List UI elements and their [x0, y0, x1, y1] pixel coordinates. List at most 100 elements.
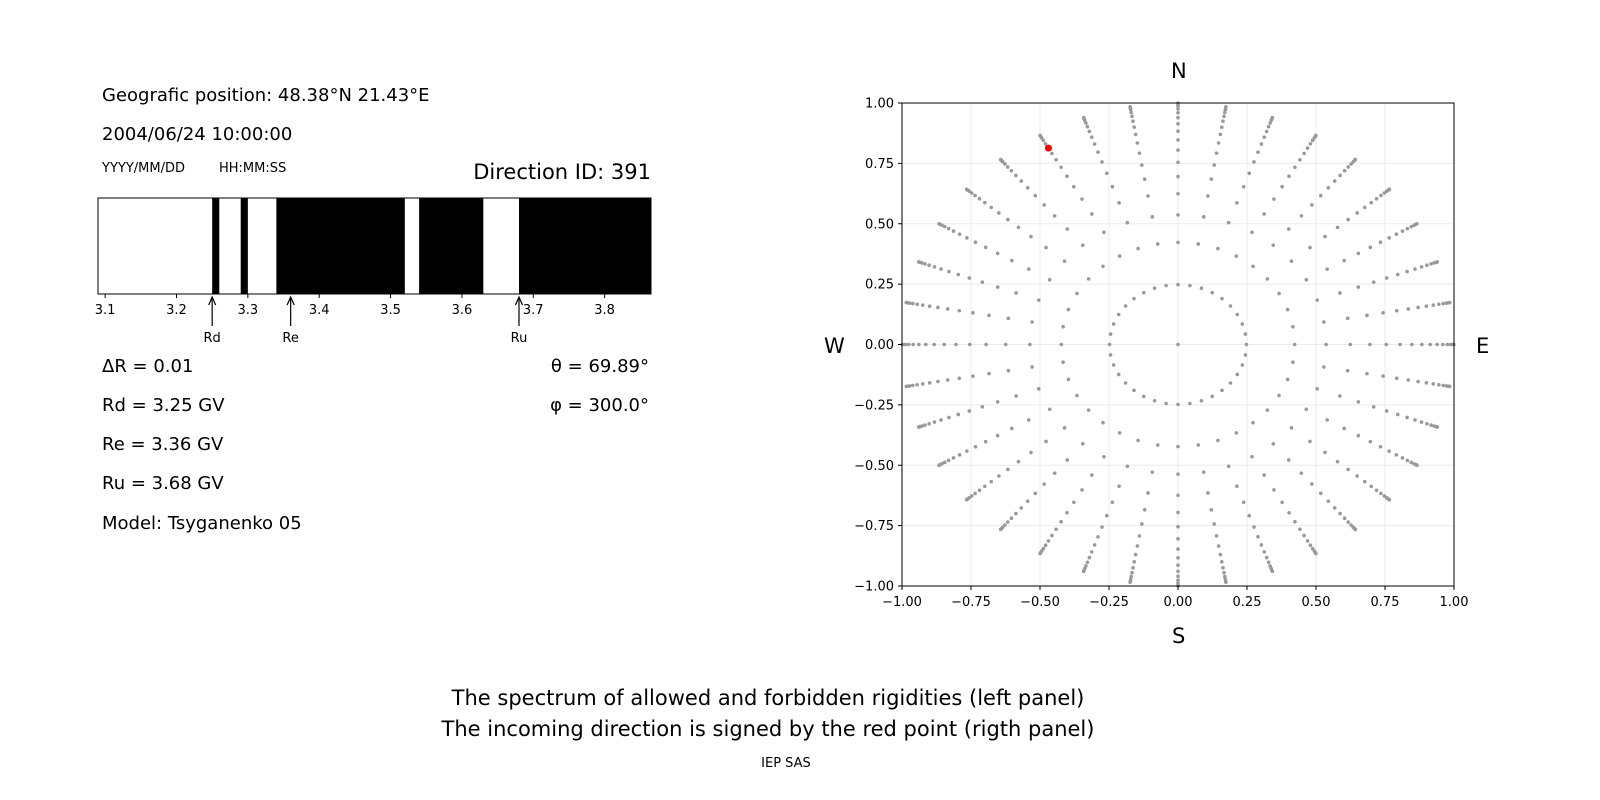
grid-point: [1270, 115, 1275, 120]
grid-point: [946, 226, 951, 231]
grid-point: [1117, 431, 1122, 435]
grid-point: [1222, 574, 1227, 579]
grid-point: [1176, 524, 1180, 529]
grid-point: [942, 342, 946, 347]
grid-point: [1355, 474, 1359, 478]
grid-point: [1131, 566, 1135, 570]
grid-point: [1356, 251, 1361, 256]
grid-point: [1346, 520, 1351, 524]
grid-point: [1247, 171, 1252, 176]
grid-point: [1381, 374, 1385, 378]
grid-point: [1226, 464, 1231, 469]
grid-point: [1059, 342, 1064, 347]
grid-point: [1378, 240, 1383, 244]
grid-point: [1116, 312, 1121, 317]
grid-point: [1110, 500, 1115, 505]
grid-point: [1065, 174, 1069, 179]
grid-point: [1332, 179, 1337, 183]
grid-point: [971, 374, 975, 378]
grid-point: [927, 381, 932, 385]
grid-point: [1435, 260, 1440, 264]
grid-point: [937, 463, 941, 467]
grid-point: [1199, 286, 1204, 291]
grid-point: [1141, 290, 1146, 295]
grid-point: [910, 301, 915, 306]
grid-point: [1325, 418, 1330, 422]
grid-point: [1176, 444, 1180, 449]
grid-point: [1084, 564, 1088, 568]
marker-label-re: Re: [282, 331, 298, 346]
grid-point: [1111, 322, 1116, 326]
grid-point: [1387, 449, 1391, 453]
grid-point: [967, 409, 972, 413]
x-tick-label: 0.25: [1233, 595, 1262, 610]
grid-point: [1132, 560, 1137, 564]
grid-point: [1387, 236, 1391, 240]
grid-point: [1413, 418, 1417, 422]
grid-point: [987, 313, 991, 318]
grid-point: [1262, 473, 1266, 477]
y-tick-label: 0.25: [865, 278, 894, 293]
grid-point: [1429, 423, 1433, 427]
grid-point: [967, 276, 972, 280]
grid-point: [1061, 324, 1065, 329]
grid-point: [1353, 157, 1358, 162]
grid-point: [1271, 243, 1276, 248]
grid-point: [1315, 387, 1320, 391]
grid-point: [971, 311, 975, 315]
grid-point: [932, 265, 937, 269]
grid-point: [1371, 405, 1376, 409]
grid-point: [1133, 552, 1138, 557]
grid-point: [1400, 229, 1405, 233]
grid-point: [1047, 407, 1052, 412]
grid-point: [1201, 215, 1206, 219]
re-value: Re = 3.36 GV: [102, 434, 224, 455]
grid-point: [1287, 174, 1291, 179]
grid-point: [923, 423, 927, 427]
grid-point: [920, 303, 925, 307]
grid-point: [1335, 459, 1340, 464]
grid-point: [1014, 511, 1018, 516]
grid-point: [1419, 265, 1424, 269]
grid-point: [1059, 519, 1063, 524]
grid-point: [1050, 533, 1054, 538]
grid-point: [1219, 560, 1224, 564]
grid-point: [1176, 122, 1180, 126]
grid-point: [1206, 491, 1210, 495]
grid-point: [1005, 165, 1010, 169]
grid-point: [1332, 506, 1337, 510]
grid-point: [969, 494, 974, 498]
grid-point: [983, 200, 987, 205]
grid-point: [1176, 569, 1180, 574]
grid-point: [1413, 267, 1417, 271]
grid-point: [1415, 463, 1419, 467]
compass-west: W: [824, 334, 845, 358]
grid-point: [1305, 146, 1310, 150]
grid-point: [1368, 245, 1373, 250]
grid-point: [1298, 527, 1302, 532]
grid-point: [1326, 185, 1331, 190]
grid-point: [1009, 516, 1014, 521]
grid-point: [1241, 184, 1246, 189]
grid-point: [1016, 225, 1021, 230]
spectrum-band: [419, 198, 484, 294]
y-tick-label: 0.00: [865, 338, 894, 353]
grid-point: [936, 305, 940, 310]
grid-point: [1419, 342, 1424, 347]
grid-point: [1280, 500, 1284, 505]
spectrum-tick-label: 3.1: [95, 303, 116, 318]
grid-point: [1240, 322, 1245, 326]
spectrum-band: [240, 198, 248, 294]
grid-point: [1268, 121, 1272, 125]
grid-point: [1345, 368, 1350, 373]
grid-point: [1387, 497, 1392, 502]
grid-point: [916, 260, 921, 264]
grid-point: [1395, 412, 1400, 417]
grid-point: [1176, 472, 1180, 476]
grid-point: [1100, 160, 1104, 164]
grid-point: [1087, 555, 1092, 560]
grid-point: [942, 460, 947, 465]
grid-point: [1379, 193, 1383, 198]
grid-point: [1092, 142, 1097, 146]
grid-point: [1085, 124, 1090, 129]
